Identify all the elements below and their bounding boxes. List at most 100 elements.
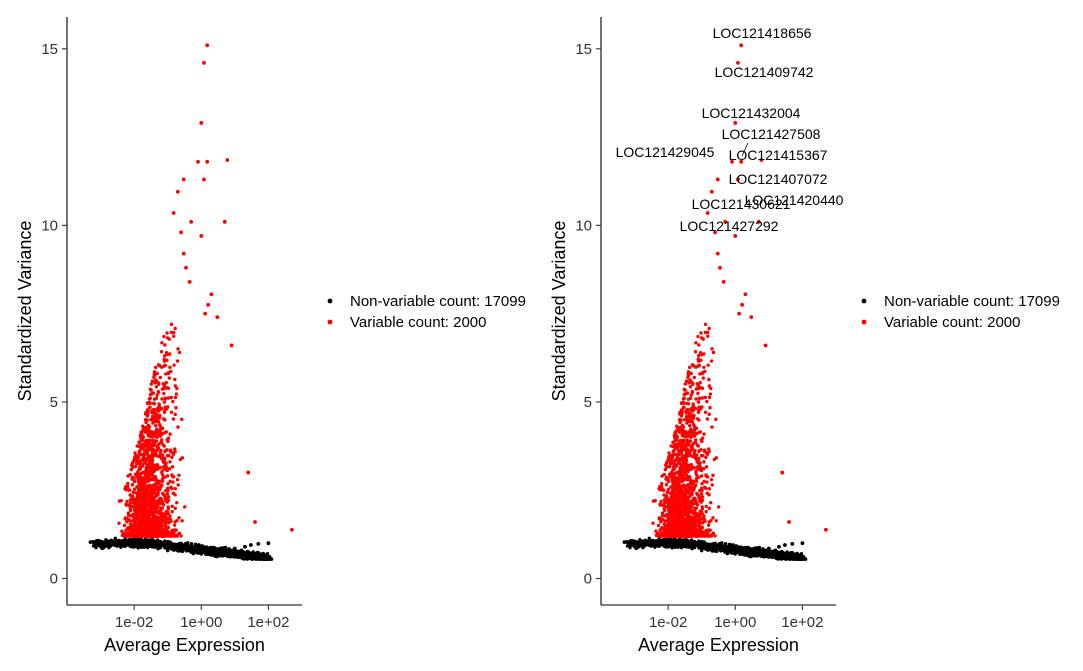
non-variable-point: [242, 551, 246, 555]
variable-point: [166, 439, 170, 444]
non-variable-point: [106, 539, 110, 543]
data-point: [187, 279, 192, 284]
variable-point: [131, 513, 135, 517]
data-point: [132, 544, 137, 549]
variable-point: [149, 503, 154, 507]
non-variable-point: [140, 541, 145, 545]
variable-point: [151, 440, 156, 445]
variable-point: [160, 530, 164, 534]
variable-point: [150, 534, 155, 538]
variable-point: [152, 529, 156, 533]
variable-point: [156, 509, 160, 513]
variable-point: [154, 416, 158, 421]
x-tick-label: 1e+00: [714, 614, 756, 631]
variable-point: [696, 391, 700, 396]
non-variable-point: [751, 550, 755, 554]
variable-point: [173, 486, 178, 491]
non-variable-point: [759, 554, 764, 558]
variable-point: [145, 414, 150, 418]
non-variable-point: [119, 545, 123, 549]
variable-point: [166, 386, 171, 390]
non-variable-point: [640, 539, 644, 543]
variable-point: [152, 453, 156, 457]
variable-point: [166, 436, 171, 440]
data-point: [88, 540, 93, 545]
variable-point: [130, 483, 135, 487]
variable-point: [138, 522, 143, 526]
variable-point: [151, 463, 155, 467]
variable-point: [136, 490, 141, 494]
data-point: [225, 158, 230, 162]
variable-point: [146, 497, 151, 502]
variable-point: [170, 486, 174, 491]
non-variable-point: [202, 549, 206, 553]
variable-point: [146, 453, 150, 458]
variable-point: [160, 387, 165, 391]
variable-point: [173, 326, 177, 331]
variable-point: [692, 375, 697, 380]
non-variable-point: [123, 539, 127, 543]
data-point: [171, 211, 176, 215]
variable-point: [177, 516, 181, 520]
variable-point: [139, 471, 144, 475]
variable-point: [162, 400, 167, 404]
variable-point: [138, 462, 142, 466]
variable-point: [693, 350, 698, 354]
non-variable-point: [245, 557, 250, 561]
variable-point: [139, 458, 144, 462]
variable-point: [145, 463, 150, 467]
variable-point: [147, 529, 151, 534]
variable-point: [155, 427, 159, 432]
data-point: [209, 551, 214, 555]
non-variable-point: [125, 541, 129, 546]
variable-point: [708, 392, 713, 396]
non-variable-point: [139, 537, 143, 542]
non-variable-point: [682, 542, 686, 546]
variable-point: [153, 520, 158, 524]
variable-point: [126, 481, 130, 486]
variable-point: [157, 480, 162, 484]
variable-point: [168, 518, 173, 522]
variable-point: [145, 505, 149, 509]
non-variable-point: [662, 544, 667, 548]
variable-point: [144, 472, 148, 477]
data-point: [175, 189, 180, 194]
variable-point: [150, 499, 154, 503]
data-point: [179, 230, 183, 235]
variable-point: [176, 347, 180, 351]
data-point: [142, 544, 147, 548]
variable-point: [710, 425, 714, 429]
variable-point: [140, 492, 144, 497]
variable-point: [136, 531, 141, 536]
variable-point: [148, 387, 153, 392]
non-variable-point: [653, 545, 657, 549]
variable-point: [154, 412, 159, 417]
variable-point: [156, 485, 160, 489]
variable-point: [128, 498, 133, 502]
non-variable-point: [147, 538, 151, 542]
non-variable-point: [735, 545, 739, 549]
non-variable-point: [128, 544, 133, 548]
non-variable-point: [713, 541, 717, 546]
variable-point: [128, 472, 132, 477]
variable-point: [168, 479, 172, 484]
variable-point: [133, 451, 137, 455]
variable-point: [136, 493, 140, 497]
variable-point: [667, 464, 672, 469]
variable-point: [159, 406, 164, 411]
non-variable-point: [257, 557, 261, 561]
data-point: [232, 546, 237, 551]
data-point: [206, 302, 211, 307]
variable-point: [132, 498, 136, 502]
variable-point: [164, 372, 168, 376]
variable-point: [132, 533, 136, 537]
variable-point: [154, 396, 159, 401]
variable-point: [158, 423, 162, 427]
data-point: [243, 544, 247, 549]
variable-point: [163, 523, 167, 528]
non-variable-point: [185, 545, 190, 550]
non-variable-point: [699, 542, 704, 546]
variable-point: [130, 463, 134, 467]
variable-point: [705, 475, 710, 479]
